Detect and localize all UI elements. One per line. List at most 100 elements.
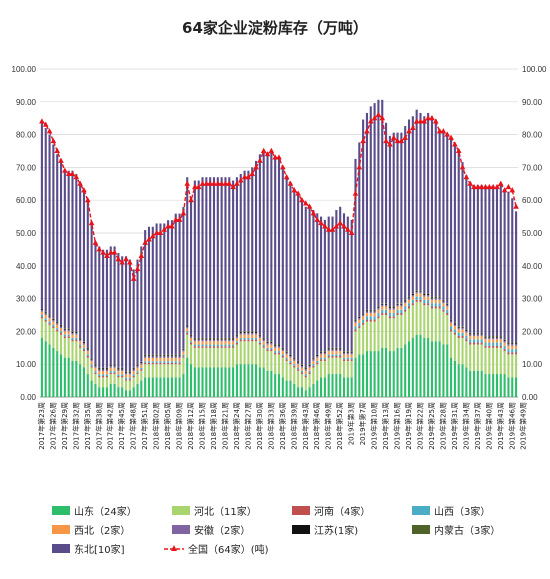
bar-segment xyxy=(407,303,411,307)
bar-segment xyxy=(346,354,349,358)
bar-segment xyxy=(381,306,384,310)
total-marker xyxy=(383,137,389,144)
bar-segment xyxy=(205,367,208,397)
bar-segment xyxy=(178,362,181,365)
bar-segment xyxy=(258,367,261,397)
total-marker xyxy=(153,229,160,235)
bar-segment xyxy=(98,369,101,372)
bar-segment xyxy=(128,371,131,373)
bar-segment xyxy=(499,335,502,337)
bar-segment xyxy=(331,351,334,355)
total-marker xyxy=(88,219,95,226)
bar-segment xyxy=(270,341,273,342)
bar-segment xyxy=(411,293,414,295)
bar-segment xyxy=(346,352,349,355)
bar-segment xyxy=(151,377,154,397)
bar-segment xyxy=(243,170,246,332)
bar-segment xyxy=(293,383,296,397)
bar-segment xyxy=(228,338,231,340)
bar-segment xyxy=(247,341,250,365)
bar-segment xyxy=(86,348,89,350)
bar-segment xyxy=(388,351,391,397)
x-tick-label: 2019年第31周 xyxy=(450,402,459,450)
bar-segment xyxy=(385,306,388,310)
bar-segment xyxy=(476,344,479,371)
bar-segment xyxy=(121,374,124,377)
x-tick-label: 2018年第18周 xyxy=(209,402,218,450)
bar-segment xyxy=(381,347,384,397)
bar-segment xyxy=(239,173,242,332)
bar-segment xyxy=(285,351,288,352)
bar-segment xyxy=(411,303,414,306)
bar-segment xyxy=(404,300,407,302)
bar-segment xyxy=(469,344,472,371)
total-marker xyxy=(260,147,267,153)
bar-segment xyxy=(228,344,231,347)
bar-segment xyxy=(121,368,124,370)
bar-segment xyxy=(205,339,208,342)
bar-segment xyxy=(170,356,173,358)
bar-segment xyxy=(124,374,128,378)
bar-segment xyxy=(350,351,353,352)
bar-segment xyxy=(281,356,284,358)
bar-segment xyxy=(136,259,139,365)
bar-segment xyxy=(427,305,430,338)
bar-segment xyxy=(492,347,495,375)
bar-segment xyxy=(224,346,227,348)
bar-segment xyxy=(346,377,349,397)
bar-segment xyxy=(44,315,47,319)
bar-segment xyxy=(224,341,227,345)
bar-segment xyxy=(79,341,82,345)
bar-segment xyxy=(251,341,254,365)
bar-segment xyxy=(224,337,227,339)
bar-segment xyxy=(339,351,342,355)
bar-segment xyxy=(392,132,395,307)
total-marker xyxy=(302,200,309,206)
bar-segment xyxy=(147,362,151,365)
bar-segment xyxy=(335,347,338,349)
bar-segment xyxy=(381,315,384,348)
bar-segment xyxy=(335,354,338,356)
bar-segment xyxy=(144,377,147,397)
bar-segment xyxy=(59,160,63,325)
total-marker xyxy=(417,118,424,124)
bar-segment xyxy=(430,306,434,309)
bar-segment xyxy=(285,352,288,355)
total-marker xyxy=(169,223,175,229)
bar-segment xyxy=(90,358,93,360)
total-marker xyxy=(402,134,408,140)
bar-segment xyxy=(90,367,93,381)
bar-segment xyxy=(488,335,491,337)
bar-segment xyxy=(117,371,120,375)
bar-segment xyxy=(186,334,189,358)
bar-segment xyxy=(40,308,43,310)
bar-segment xyxy=(289,360,292,363)
total-marker xyxy=(394,137,401,144)
bar-segment xyxy=(312,364,315,366)
bar-segment xyxy=(304,206,307,368)
bar-segment xyxy=(342,352,346,355)
bar-segment xyxy=(82,349,86,352)
bar-segment xyxy=(193,338,196,340)
bar-segment xyxy=(385,347,388,397)
bar-segment xyxy=(209,347,212,368)
bar-segment xyxy=(243,332,246,334)
bar-segment xyxy=(388,135,391,307)
bar-segment xyxy=(136,364,139,366)
bar-segment xyxy=(492,342,495,346)
bar-segment xyxy=(105,371,108,375)
bar-segment xyxy=(446,304,449,307)
bar-segment xyxy=(216,337,219,339)
bar-segment xyxy=(159,362,162,365)
bar-segment xyxy=(442,303,445,307)
bar-segment xyxy=(507,354,510,378)
bar-segment xyxy=(193,344,196,347)
bar-segment xyxy=(163,361,166,363)
bar-segment xyxy=(323,352,326,355)
bar-segment xyxy=(484,335,487,337)
bar-segment xyxy=(400,315,403,348)
bar-segment xyxy=(503,340,506,343)
bar-segment xyxy=(201,346,204,348)
bar-segment xyxy=(300,367,303,371)
